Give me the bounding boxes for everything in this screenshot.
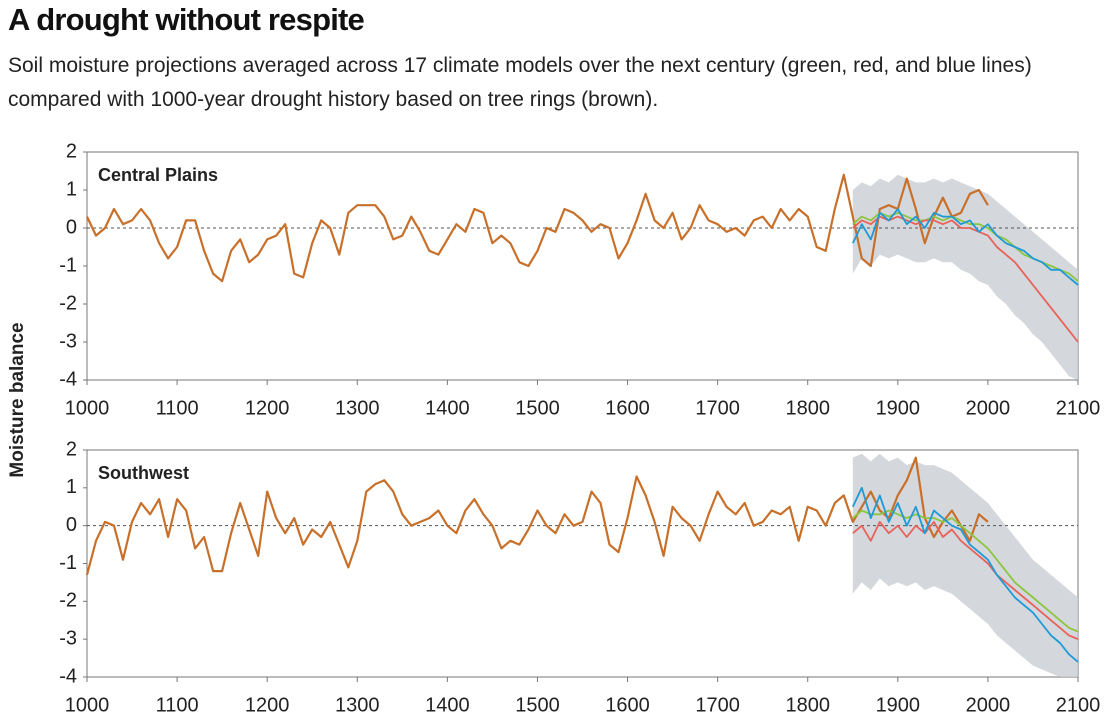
panel-label: Central Plains [98,165,218,185]
x-tick-label: 2100 [1056,397,1101,419]
series-line [851,486,1079,663]
y-tick-label: -2 [59,590,77,612]
panel-label: Southwest [98,463,189,483]
x-tick-label: 2000 [966,694,1011,716]
y-tick-label: 1 [66,178,77,200]
x-tick-label: 1700 [695,397,740,419]
x-tick-label: 1500 [515,694,560,716]
y-tick-label: 0 [66,216,77,238]
chart-subtitle: Soil moisture projections averaged acros… [8,54,1032,111]
x-tick-label: 1400 [425,694,470,716]
x-tick-label: 1800 [785,694,830,716]
chart-title: A drought without respite [8,2,365,37]
x-tick-label: 1900 [876,397,921,419]
x-tick-label: 1100 [156,397,199,419]
series-line [86,173,989,283]
x-tick-label: 1600 [605,694,650,716]
y-axis-label: Moisture balance [7,322,28,477]
x-tick-label: 1100 [156,694,199,716]
series-line [852,521,1079,641]
y-tick-label: -3 [59,627,77,649]
x-tick-label: 1200 [245,397,290,419]
y-tick-label: 2 [66,140,77,162]
x-tick-label: 1300 [335,397,380,419]
x-tick-label: 1000 [65,694,110,716]
x-tick-label: 1900 [876,694,921,716]
y-tick-label: -3 [59,330,77,352]
y-tick-label: -4 [59,665,77,687]
series-line [85,456,989,576]
y-tick-label: -4 [59,368,77,390]
x-tick-label: 2000 [966,397,1011,419]
y-tick-label: 1 [66,476,77,498]
x-tick-label: 1200 [245,694,290,716]
y-tick-label: 2 [66,438,77,460]
series-line [851,208,1079,286]
x-tick-label: 1800 [785,397,830,419]
x-tick-label: 1000 [65,397,110,419]
x-tick-label: 1500 [515,397,560,419]
y-tick-label: 0 [66,514,77,536]
range-band [852,174,1078,380]
range-band [852,453,1078,677]
x-tick-label: 1400 [425,397,470,419]
series-line [852,509,1079,633]
x-tick-label: 1700 [695,694,740,716]
x-tick-label: 1300 [335,694,380,716]
y-tick-label: -1 [59,552,77,574]
x-tick-label: 1600 [605,397,650,419]
y-tick-label: -2 [59,292,77,314]
y-tick-label: -1 [59,254,77,276]
x-tick-label: 2100 [1056,694,1101,716]
